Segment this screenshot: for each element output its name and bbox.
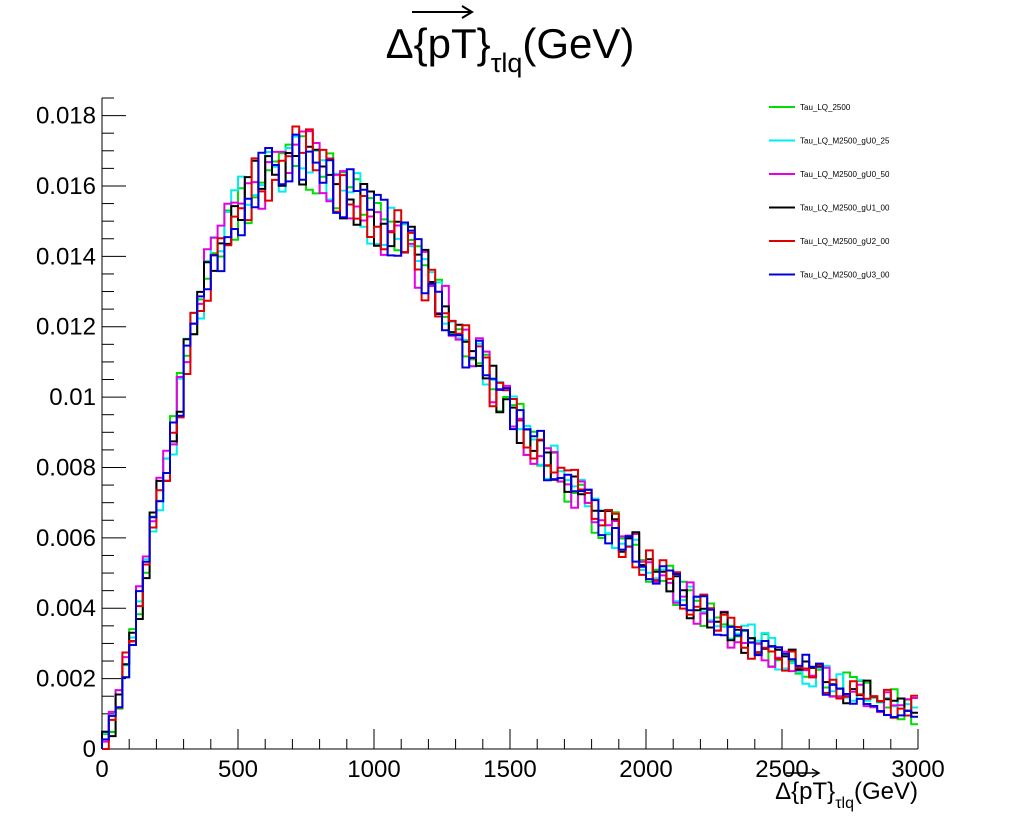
y-tick-label: 0.006 [36,525,96,552]
chart-title-tail: (GeV) [522,20,634,67]
legend-label: Tau_LQ_M2500_gU0_50 [800,170,890,179]
x-axis-label-main: Δ{pT} [775,778,835,805]
chart-title-main: Δ{pT} [386,20,491,67]
axis-ticks [101,97,919,750]
y-tick-label: 0 [83,736,96,763]
x-axis-label-sub: τlq [835,795,854,812]
x-axis-label-tail: (GeV) [854,778,918,805]
x-tick-label: 2000 [619,756,672,783]
y-tick-label: 0.01 [49,384,96,411]
y-tick-label: 0.004 [36,595,96,622]
y-tick-label: 0.002 [36,666,96,693]
x-axis-label: Δ{pT}τlq(GeV) [775,778,918,812]
chart-title-sub: τlq [491,48,523,78]
x-label-vector-arrowhead [811,768,821,778]
legend-label: Tau_LQ_M2500_gU2_00 [800,237,890,246]
x-tick-label: 500 [218,756,258,783]
x-tick-label: 1500 [483,756,536,783]
x-tick-label: 1000 [347,756,400,783]
axis-tick-labels: 0 500 1000 1500 2000 2500 3000 0 0.002 0.004 0.006… [36,103,945,783]
x-tick-label: 3000 [891,756,944,783]
x-tick-label: 2500 [755,756,808,783]
legend-label: Tau_LQ_2500 [800,103,851,112]
y-tick-label: 0.012 [36,314,96,341]
legend-label: Tau_LQ_M2500_gU3_00 [800,271,890,280]
y-tick-label: 0.008 [36,454,96,481]
y-tick-label: 0.018 [36,103,96,130]
chart-title: Δ{pT}τlq(GeV) [386,20,635,78]
y-tick-label: 0.014 [36,243,96,270]
legend-label: Tau_LQ_M2500_gU0_25 [800,137,890,146]
x-tick-label: 0 [95,756,108,783]
legend-label: Tau_LQ_M2500_gU1_00 [800,204,890,213]
histogram-series [101,125,918,750]
legend: Tau_LQ_2500 Tau_LQ_M2500_gU0_25 Tau_LQ_M25… [769,103,890,280]
y-tick-label: 0.016 [36,173,96,200]
title-vector-arrowhead [461,5,474,19]
series-Tau_LQ_M2500_gU3_00 [101,133,918,749]
